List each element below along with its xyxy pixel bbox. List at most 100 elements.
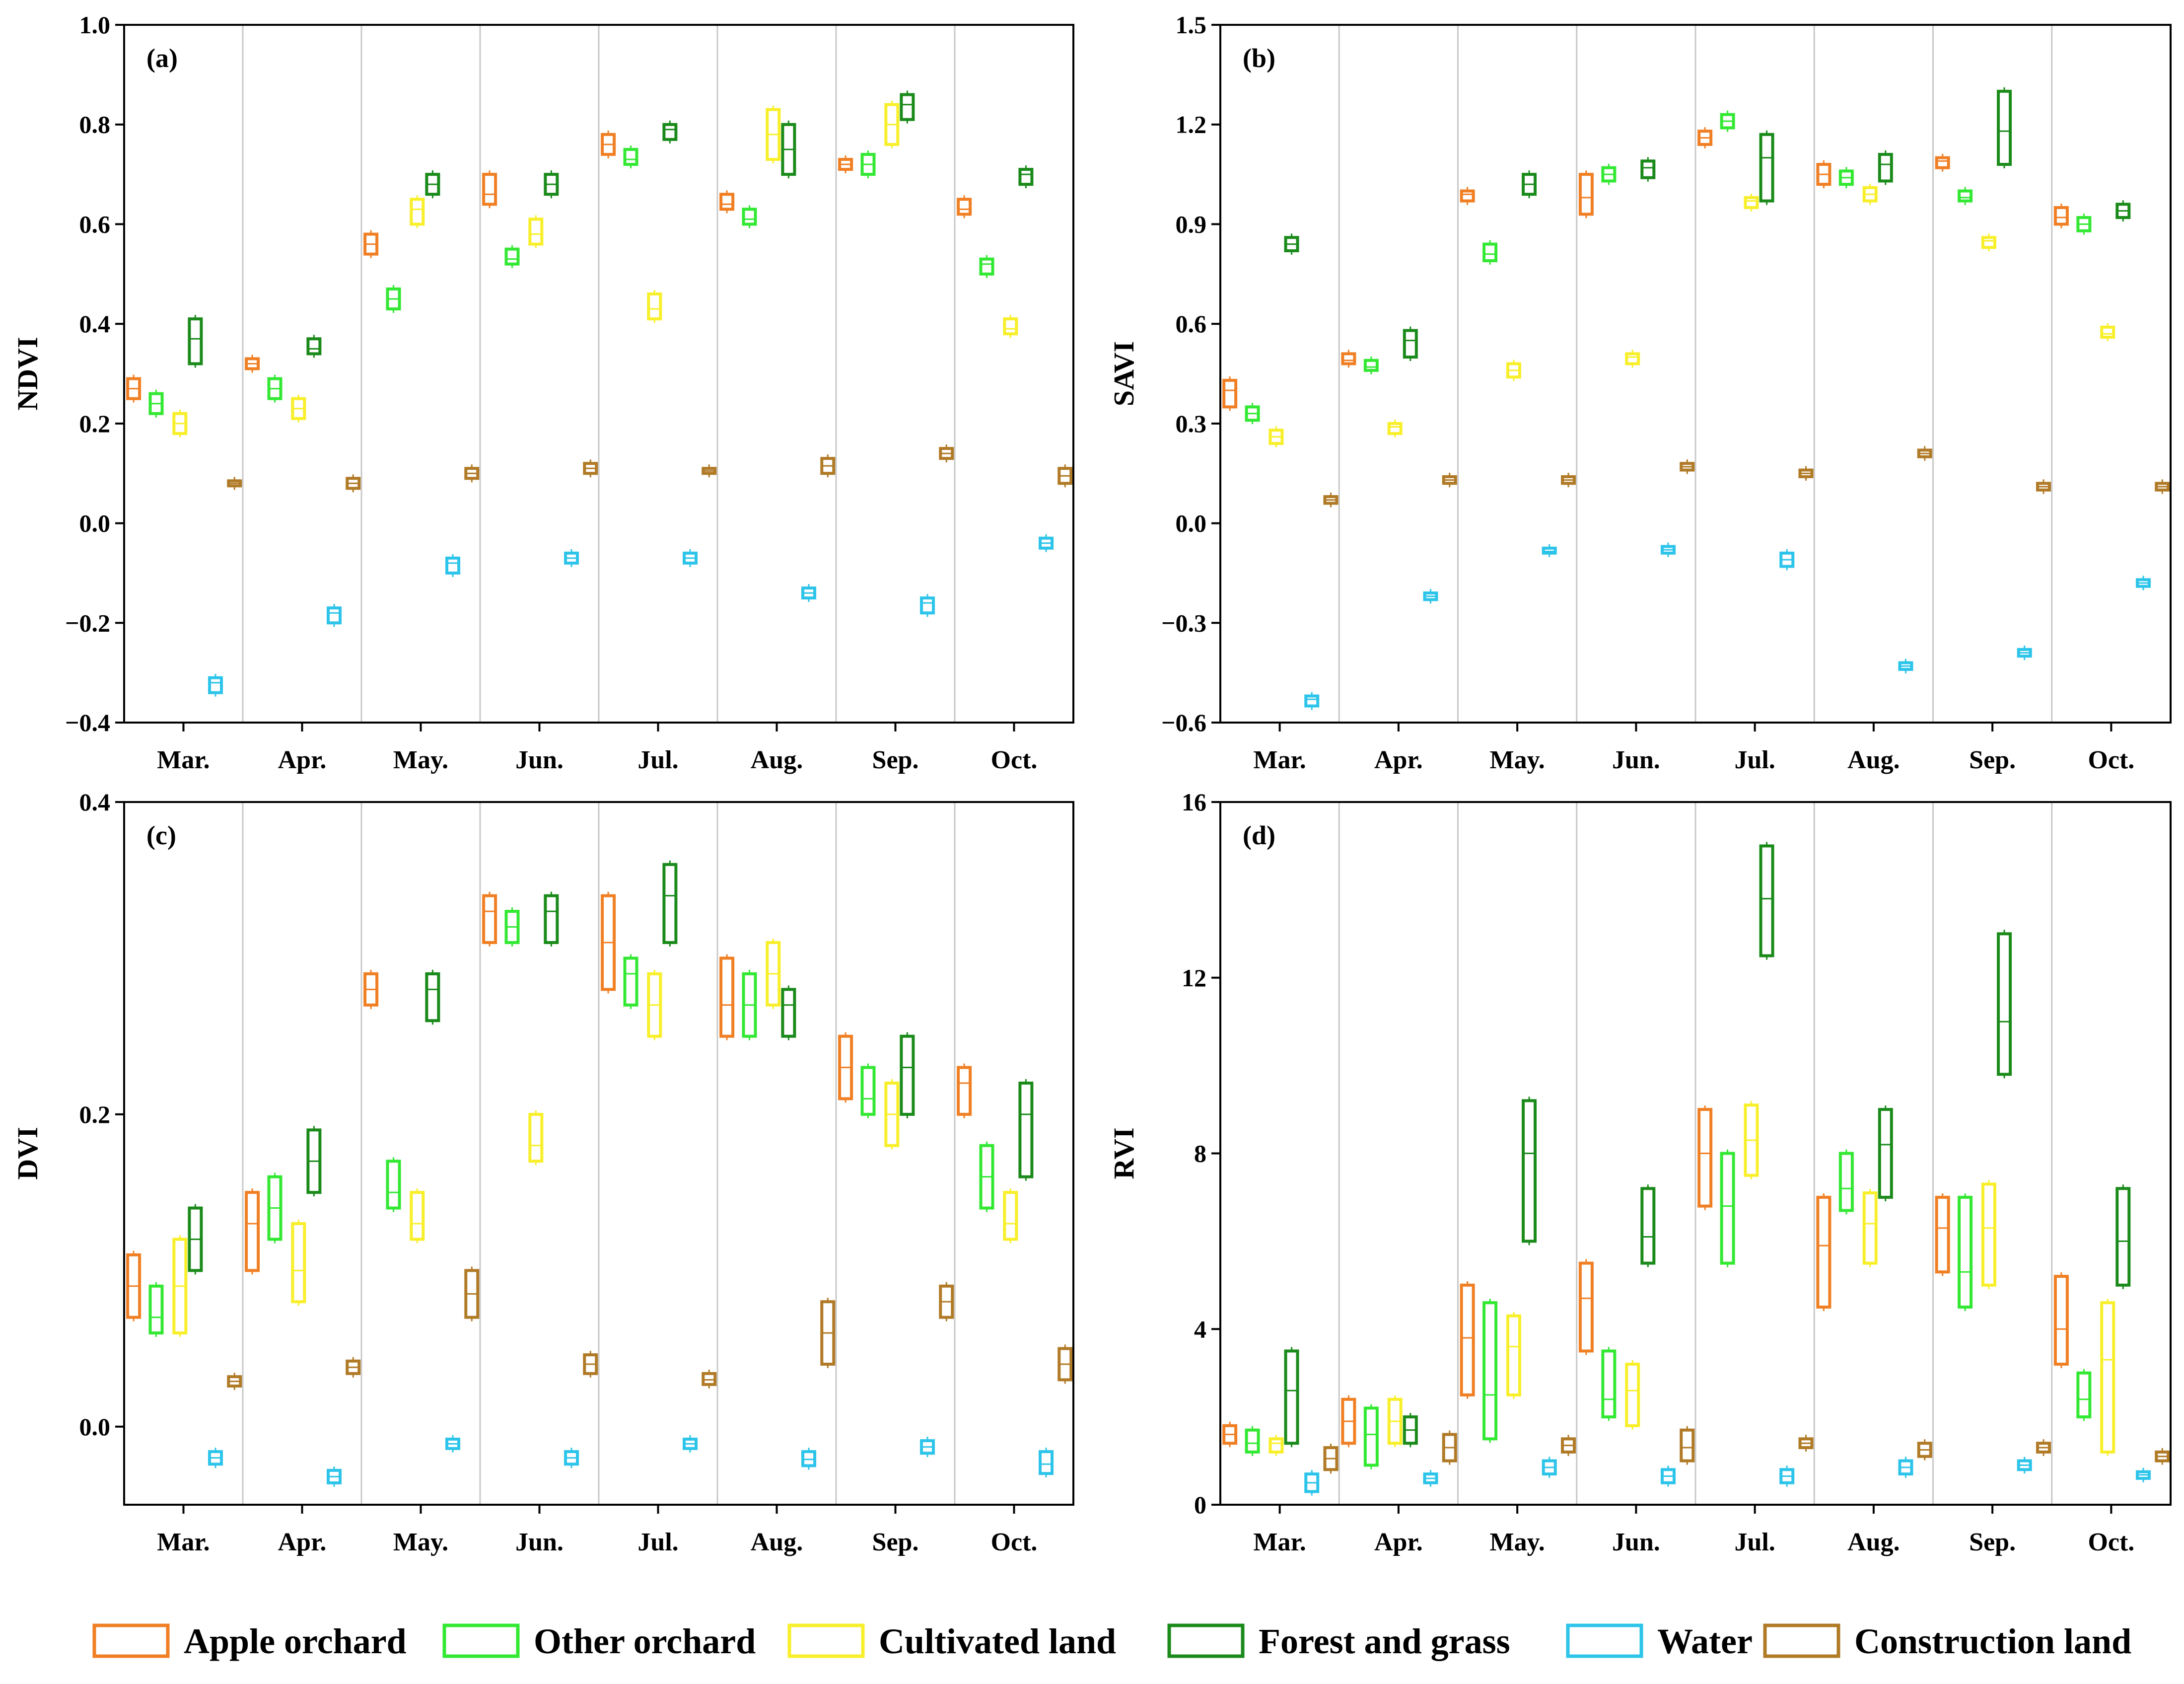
box-construction-land xyxy=(702,464,717,478)
box-forest-and-grass xyxy=(544,891,559,947)
box-water xyxy=(1039,534,1054,552)
box-water xyxy=(801,1448,817,1470)
box-cultivated-land xyxy=(1625,350,1640,368)
y-tick-label: 0.9 xyxy=(1176,210,1207,238)
box-water xyxy=(2135,1467,2151,1482)
box-body xyxy=(1003,317,1018,336)
box-cultivated-land xyxy=(2100,1299,2115,1456)
box-cultivated-land xyxy=(1003,315,1018,338)
box-water xyxy=(920,1437,935,1458)
box-other-orchard xyxy=(267,1172,282,1244)
box-body xyxy=(1981,1182,1996,1287)
x-tick-label: Mar. xyxy=(1253,1528,1306,1556)
box-forest-and-grass xyxy=(1403,326,1418,362)
box-body xyxy=(1304,694,1320,708)
legend-item-apple: Apple orchard xyxy=(92,1621,407,1661)
box-other-orchard xyxy=(623,954,638,1009)
box-construction-land xyxy=(346,474,361,493)
box-apple-orchard xyxy=(838,1032,853,1103)
box-forest-and-grass xyxy=(1759,842,1774,960)
box-construction-land xyxy=(1917,446,1932,461)
box-other-orchard xyxy=(979,1141,994,1212)
y-axis-title: SAVI xyxy=(1108,341,1140,406)
box-body xyxy=(781,988,796,1038)
box-construction-land xyxy=(2155,479,2170,494)
box-body xyxy=(2053,206,2069,226)
box-body xyxy=(742,208,757,226)
box-forest-and-grass xyxy=(1018,1079,1034,1181)
box-water xyxy=(2017,1457,2032,1474)
box-other-orchard xyxy=(2076,214,2092,235)
box-other-orchard xyxy=(504,907,520,947)
box-water xyxy=(208,673,223,697)
legend-swatch xyxy=(442,1623,520,1658)
box-water xyxy=(327,604,342,627)
box-body xyxy=(1744,196,1759,209)
box-body xyxy=(1578,1261,1594,1353)
x-tick-label: Aug. xyxy=(1847,746,1900,774)
box-construction-land xyxy=(939,444,954,463)
box-forest-and-grass xyxy=(306,335,322,358)
box-water xyxy=(1423,589,1438,604)
box-body xyxy=(386,1160,401,1210)
box-apple-orchard xyxy=(2053,1272,2069,1368)
x-tick-label: Jul. xyxy=(1734,1528,1775,1556)
box-cultivated-land xyxy=(1862,1189,1878,1267)
panel-a: −0.4 −0.2 0.0 0.2 0.4 0.6 0.8 1.0 Mar. Apr. May. Ju… xyxy=(11,11,1074,774)
box-apple-orchard xyxy=(719,190,735,214)
box-water xyxy=(327,1466,342,1487)
y-tick-label: 0.8 xyxy=(79,111,111,139)
y-tick-label: 1.5 xyxy=(1176,11,1207,39)
box-body xyxy=(482,894,497,944)
box-water xyxy=(1660,1465,1676,1487)
legend-swatch xyxy=(787,1623,865,1658)
y-tick-label: −0.6 xyxy=(1161,709,1206,736)
legend-label: Construction land xyxy=(1854,1621,2131,1661)
box-apple-orchard xyxy=(1935,1193,1950,1276)
box-body xyxy=(1958,1195,1973,1309)
box-other-orchard xyxy=(1838,1149,1854,1215)
panel-c: 0.0 0.2 0.4 Mar. Apr. May. Jun. Jul. Aug. Sep. Oct… xyxy=(11,788,1074,1556)
box-body xyxy=(445,556,461,575)
box-body xyxy=(1862,1191,1878,1265)
box-water xyxy=(683,1435,698,1453)
box-construction-land xyxy=(1680,459,1695,474)
box-forest-and-grass xyxy=(1640,157,1656,182)
legend-item-water: Water xyxy=(1566,1621,1753,1661)
box-forest-and-grass xyxy=(425,170,440,199)
y-tick-label: 0.2 xyxy=(79,1100,111,1128)
box-forest-and-grass xyxy=(306,1126,322,1197)
box-forest-and-grass xyxy=(2115,200,2131,222)
box-body xyxy=(1981,236,1996,249)
box-construction-land xyxy=(820,454,836,478)
box-cultivated-land xyxy=(172,409,188,438)
y-tick-label: −0.4 xyxy=(65,709,110,736)
box-body xyxy=(801,1450,817,1467)
box-forest-and-grass xyxy=(544,170,559,199)
box-body xyxy=(425,972,440,1023)
box-body xyxy=(1387,422,1403,435)
legend-label: Other orchard xyxy=(534,1621,756,1661)
box-body xyxy=(306,337,322,356)
legend-label: Apple orchard xyxy=(184,1621,407,1661)
box-body xyxy=(1625,352,1640,366)
box-water xyxy=(564,1448,579,1468)
box-body xyxy=(1363,1406,1379,1467)
y-tick-label: 0.0 xyxy=(1176,510,1207,537)
box-water xyxy=(1423,1470,1438,1487)
y-tick-label: 16 xyxy=(1182,788,1206,816)
box-other-orchard xyxy=(979,255,994,278)
box-apple-orchard xyxy=(363,969,379,1009)
box-apple-orchard xyxy=(957,1063,972,1118)
x-tick-label: Mar. xyxy=(1253,746,1306,774)
box-forest-and-grass xyxy=(781,985,796,1040)
box-construction-land xyxy=(464,1266,480,1321)
box-other-orchard xyxy=(860,1063,876,1118)
box-construction-land xyxy=(1442,1430,1457,1465)
box-apple-orchard xyxy=(1460,187,1475,205)
box-body xyxy=(2115,1187,2131,1287)
y-tick-label: 12 xyxy=(1182,964,1206,992)
box-forest-and-grass xyxy=(425,969,440,1025)
box-water xyxy=(920,594,935,617)
